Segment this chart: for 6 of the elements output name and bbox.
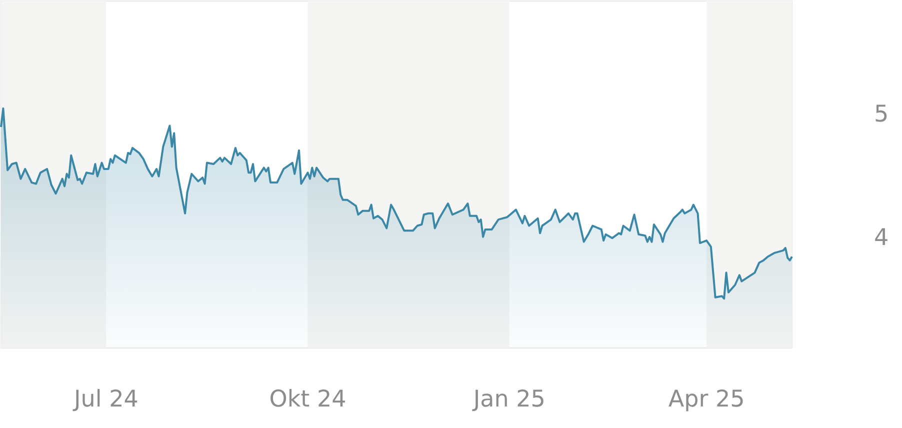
x-tick-label: Jan 25 xyxy=(471,386,546,412)
x-tick-label: Apr 25 xyxy=(668,386,745,412)
y-tick-label: 5 xyxy=(874,102,889,128)
y-tick-label: 4 xyxy=(874,225,889,252)
x-tick-label: Okt 24 xyxy=(269,386,346,412)
x-tick-label: Jul 24 xyxy=(72,386,138,412)
